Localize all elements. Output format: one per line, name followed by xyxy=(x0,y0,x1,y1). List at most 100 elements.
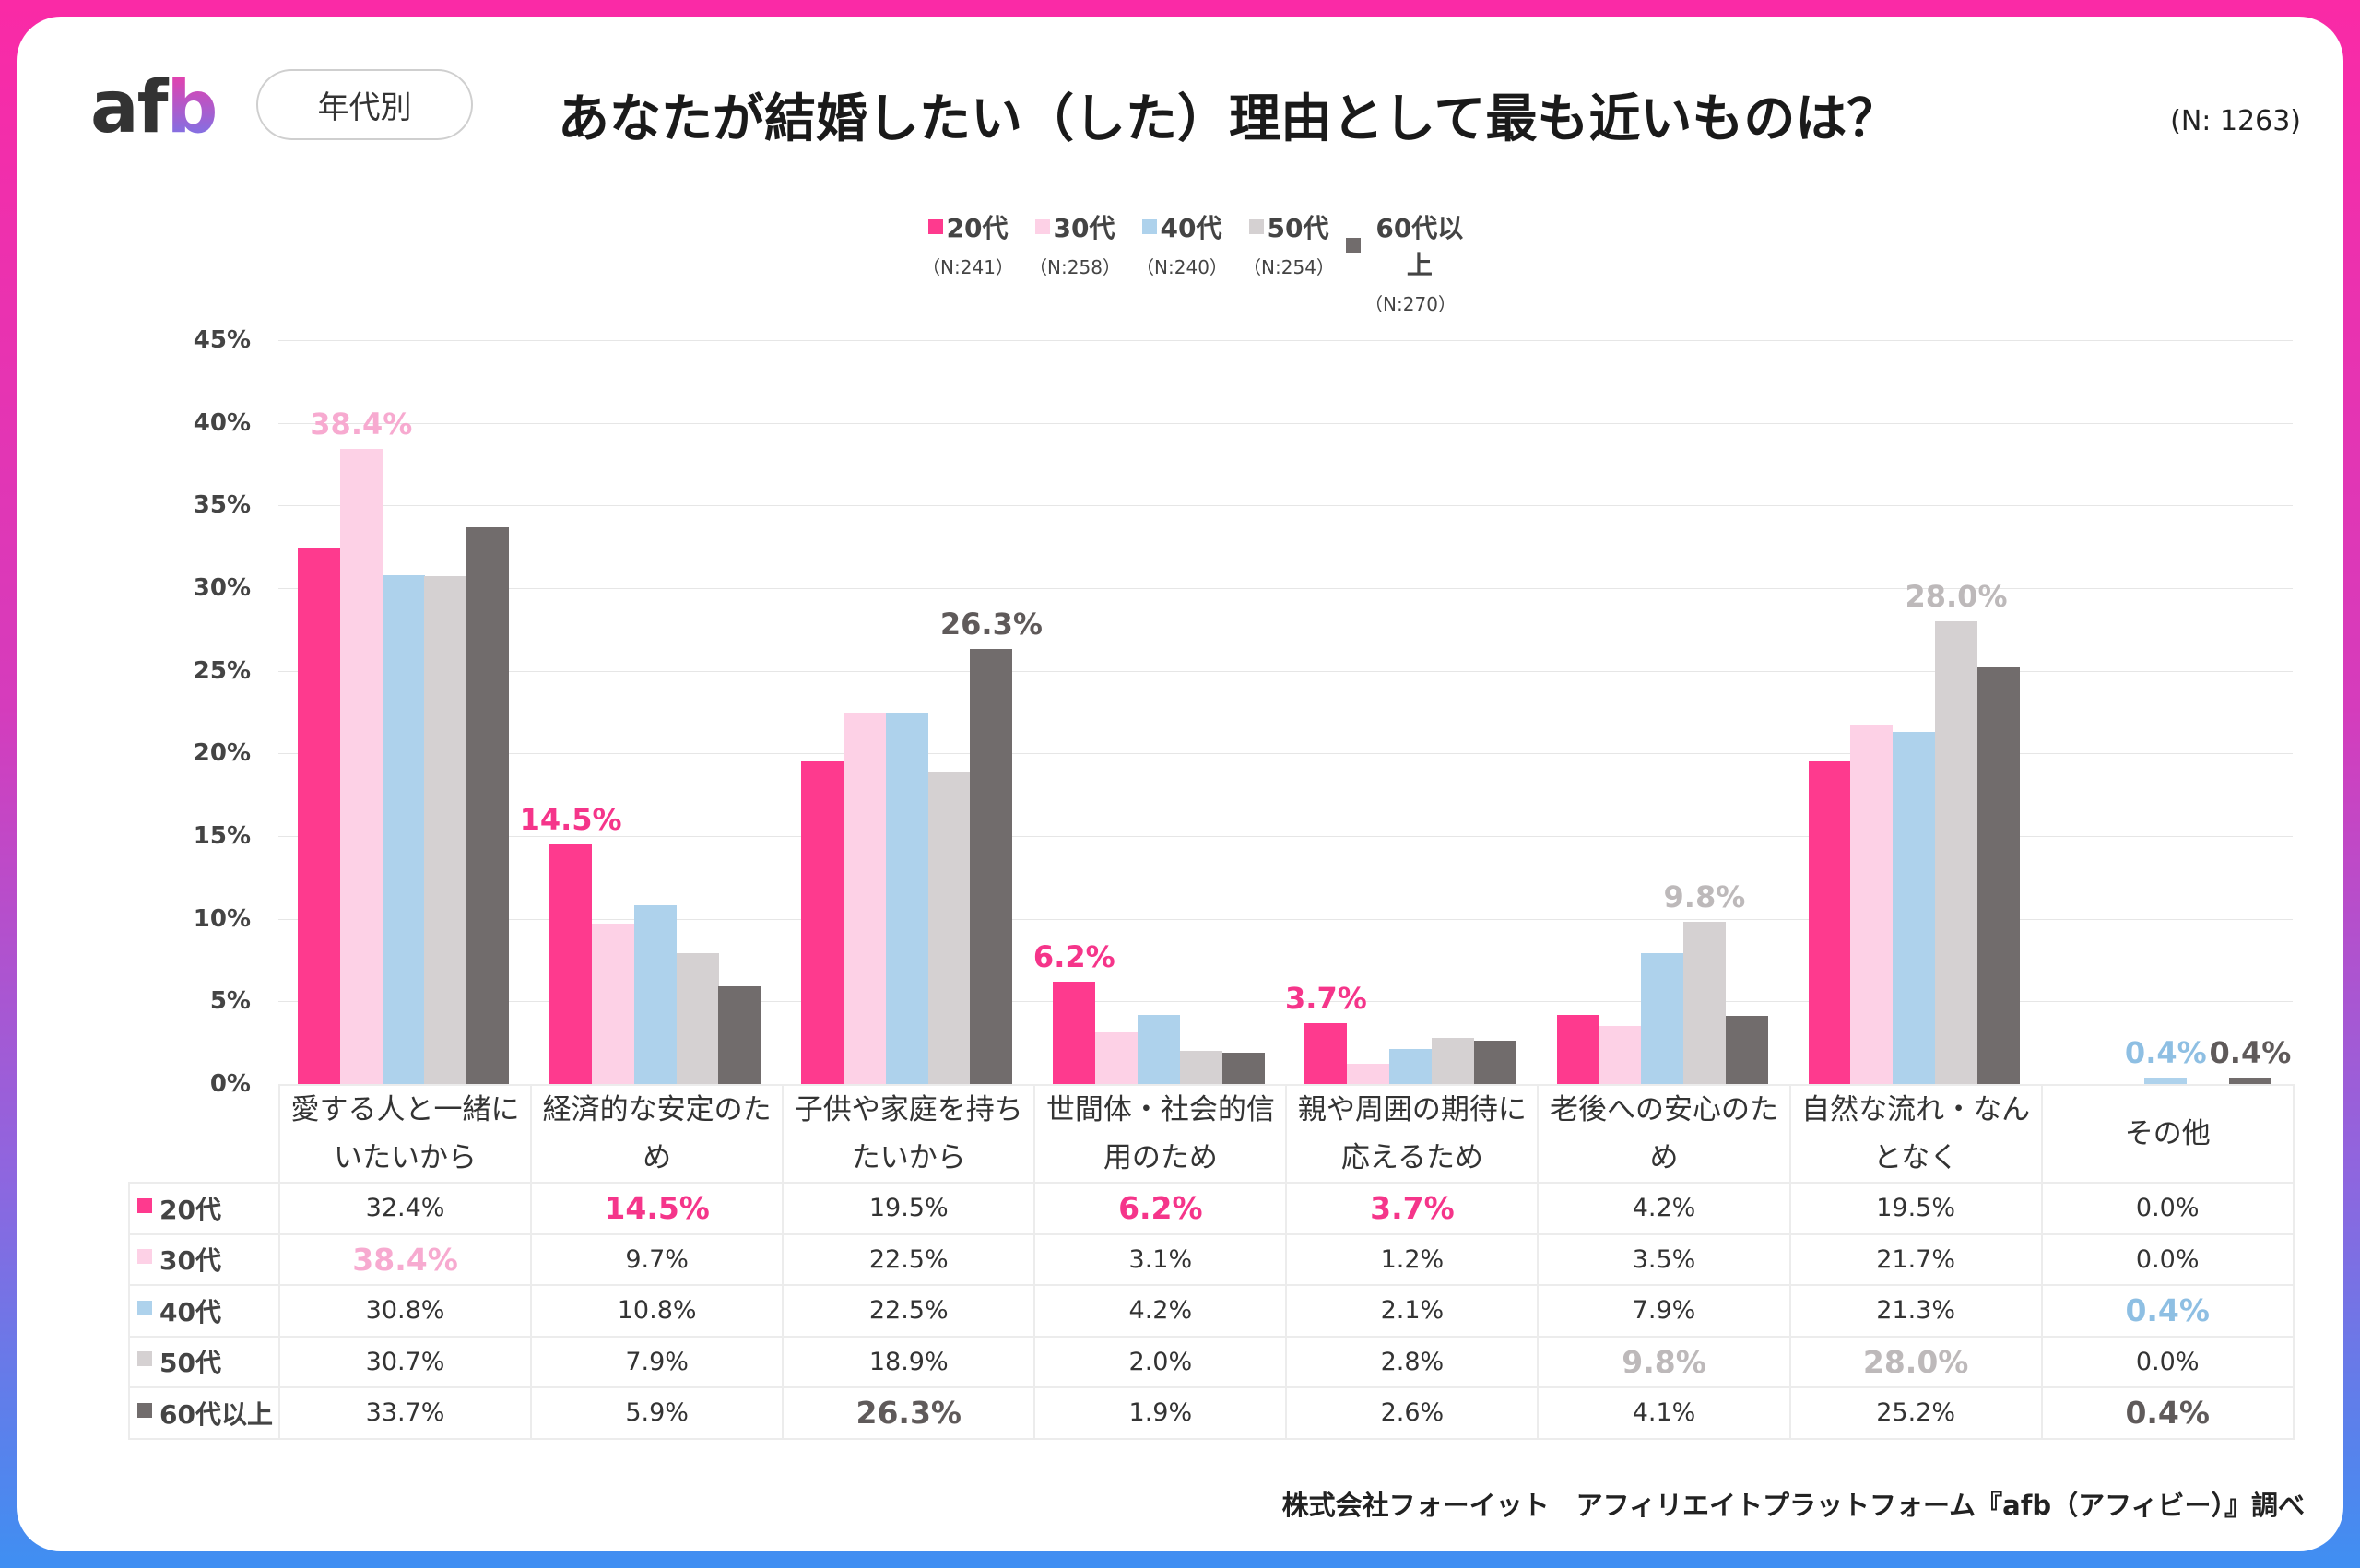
category-header: 経済的な安定のため xyxy=(530,1084,785,1184)
table-cell: 28.0% xyxy=(1788,1335,2043,1388)
series-name: 30代 xyxy=(159,1245,221,1277)
series-swatch xyxy=(137,1249,152,1265)
bar xyxy=(1556,1014,1599,1084)
bar xyxy=(885,712,928,1084)
gridline xyxy=(278,422,2293,424)
bar xyxy=(1935,620,1977,1084)
legend-item: 60代以上 （N:270） xyxy=(1346,208,1475,316)
gridline xyxy=(278,836,2293,837)
series-swatch xyxy=(137,1351,152,1367)
category-label-line: 用のため xyxy=(1103,1141,1218,1174)
bar xyxy=(1389,1049,1432,1084)
category-label-line: その他 xyxy=(2124,1117,2211,1150)
category-label-line: 応えるため xyxy=(1340,1141,1483,1174)
category-header: 子供や家庭を持ち たいから xyxy=(782,1084,1036,1184)
table-cell: 2.6% xyxy=(1285,1386,1540,1440)
table-cell: 0.0% xyxy=(2040,1182,2295,1235)
category-label-line: め xyxy=(1649,1141,1679,1174)
category-header: 愛する人と一緒に いたいから xyxy=(277,1084,533,1184)
table-cell: 0.0% xyxy=(2040,1232,2295,1286)
y-tick-label: 5% xyxy=(209,987,251,1016)
bar xyxy=(1641,953,1684,1084)
gridline xyxy=(278,918,2293,920)
table-cell: 4.1% xyxy=(1537,1386,1791,1440)
bar xyxy=(1179,1051,1222,1084)
y-tick-label: 40% xyxy=(193,408,251,437)
data-label: 6.2% xyxy=(1032,938,1115,974)
legend-row: 30代 xyxy=(1010,208,1139,245)
bar xyxy=(1725,1016,1768,1084)
table-cell: 19.5% xyxy=(1788,1182,2043,1235)
table-cell: 9.7% xyxy=(530,1232,785,1286)
gridline xyxy=(278,505,2293,507)
table-cell: 6.2% xyxy=(1033,1182,1288,1235)
table-cell: 0.4% xyxy=(2040,1284,2295,1338)
bar xyxy=(1347,1064,1390,1084)
table-cell: 2.1% xyxy=(1285,1284,1540,1338)
category-label-line: 子供や家庭を持ち xyxy=(794,1093,1023,1126)
legend-row: 20代 xyxy=(903,208,1032,245)
bar xyxy=(927,772,971,1084)
table-cell: 33.7% xyxy=(277,1386,533,1440)
legend-swatch xyxy=(1248,219,1264,234)
category-header: 世間体・社会的信 用のため xyxy=(1033,1084,1288,1184)
corner-cell xyxy=(129,1085,279,1184)
data-label: 3.7% xyxy=(1285,980,1367,1016)
bar xyxy=(339,449,383,1084)
table-cell: 4.2% xyxy=(1537,1182,1791,1235)
bar xyxy=(1221,1052,1265,1084)
table-row: 40代 30.8% 10.8% 22.5% 4.2% 2.1% 7.9% 21.3% 0.4% xyxy=(128,1284,2295,1338)
data-label: 38.4% xyxy=(310,407,413,442)
bar xyxy=(1095,1032,1139,1084)
y-tick-label: 15% xyxy=(193,822,251,850)
table-cell: 1.9% xyxy=(1033,1386,1288,1440)
bar xyxy=(1431,1037,1474,1084)
legend-label: 60代以上 xyxy=(1375,213,1464,280)
legend-sample-size: （N:258） xyxy=(1029,256,1121,278)
bar xyxy=(1808,761,1851,1084)
legend-sample-size: （N:240） xyxy=(1136,256,1228,278)
row-label: 50代 xyxy=(128,1335,280,1388)
table-cell: 2.8% xyxy=(1285,1335,1540,1388)
bar xyxy=(1473,1041,1516,1084)
page-title: あなたが結婚したい（した）理由として最も近いものは？ xyxy=(558,89,1899,149)
gridline xyxy=(278,753,2293,755)
bar xyxy=(1976,667,2020,1084)
legend-label: 40代 xyxy=(1160,213,1222,243)
data-label: 0.4% xyxy=(2209,1034,2292,1070)
data-label: 9.8% xyxy=(1663,879,1746,915)
gridline xyxy=(278,340,2293,341)
table-cell: 7.9% xyxy=(1537,1284,1791,1338)
total-sample-size: (N: 1263) xyxy=(2170,105,2301,137)
category-header: 老後への安心のため xyxy=(1537,1084,1791,1184)
category-label-line: 愛する人と一緒に xyxy=(290,1093,520,1126)
y-tick-label: 20% xyxy=(193,739,251,768)
table-cell: 19.5% xyxy=(782,1182,1036,1235)
bar xyxy=(2228,1077,2272,1084)
category-header: 親や周囲の期待に 応えるため xyxy=(1285,1084,1540,1184)
table-cell: 26.3% xyxy=(782,1386,1036,1440)
legend-sample-size: （N:241） xyxy=(922,256,1014,278)
bar xyxy=(591,924,634,1084)
table-cell: 14.5% xyxy=(530,1182,785,1235)
category-label-line: となく xyxy=(1873,1141,1959,1174)
table-cell: 5.9% xyxy=(530,1386,785,1440)
table-cell: 30.7% xyxy=(277,1335,533,1388)
table-cell: 30.8% xyxy=(277,1284,533,1338)
y-tick-label: 45% xyxy=(193,326,251,354)
table-cell: 25.2% xyxy=(1788,1386,2043,1440)
table-cell: 1.2% xyxy=(1285,1232,1540,1286)
bar xyxy=(1599,1026,1642,1084)
legend-swatch xyxy=(927,219,943,234)
gridline xyxy=(278,670,2293,672)
gridline xyxy=(278,588,2293,589)
category-label-line: 老後への安心のた xyxy=(1550,1093,1779,1126)
data-label: 14.5% xyxy=(519,801,622,837)
bar xyxy=(466,526,510,1084)
bar xyxy=(633,905,677,1084)
bar xyxy=(1893,732,1936,1084)
table-cell: 3.5% xyxy=(1537,1232,1791,1286)
row-label: 60代以上 xyxy=(128,1386,280,1440)
table-row: 60代以上 33.7% 5.9% 26.3% 1.9% 2.6% 4.1% 25.2% 0.4% xyxy=(128,1386,2295,1440)
table-cell: 21.7% xyxy=(1788,1232,2043,1286)
